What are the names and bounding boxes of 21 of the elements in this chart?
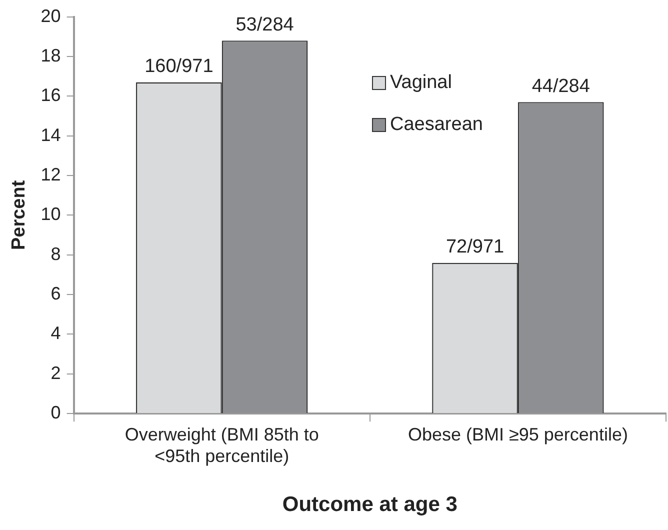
data-label: 72/971 [446, 236, 504, 258]
y-tick-label: 4 [50, 323, 61, 344]
legend-label: Caesarean [390, 113, 483, 137]
data-label: 53/284 [236, 14, 294, 36]
y-tick-label: 2 [50, 362, 61, 383]
x-axis-title: Outcome at age 3 [282, 493, 458, 516]
data-label: 160/971 [144, 56, 214, 78]
y-tick-label: 18 [40, 45, 61, 66]
y-tick-label: 6 [50, 284, 61, 304]
y-axis-title: Percent [8, 180, 30, 250]
y-tick-label: 20 [40, 6, 61, 26]
y-tick-label: 8 [50, 244, 61, 264]
x-tick-label: Obese (BMI ≥95 percentile) [408, 424, 628, 444]
y-tick-label: 12 [40, 164, 61, 184]
legend-label: Vaginal [390, 71, 452, 95]
y-tick-label: 16 [40, 85, 61, 106]
y-tick-label: 14 [40, 124, 61, 145]
x-tick-label: Overweight (BMI 85th to <95th percentile) [124, 424, 319, 466]
data-label: 44/284 [532, 76, 590, 97]
y-tick-label: 0 [50, 402, 61, 423]
y-tick-label: 10 [40, 204, 61, 224]
